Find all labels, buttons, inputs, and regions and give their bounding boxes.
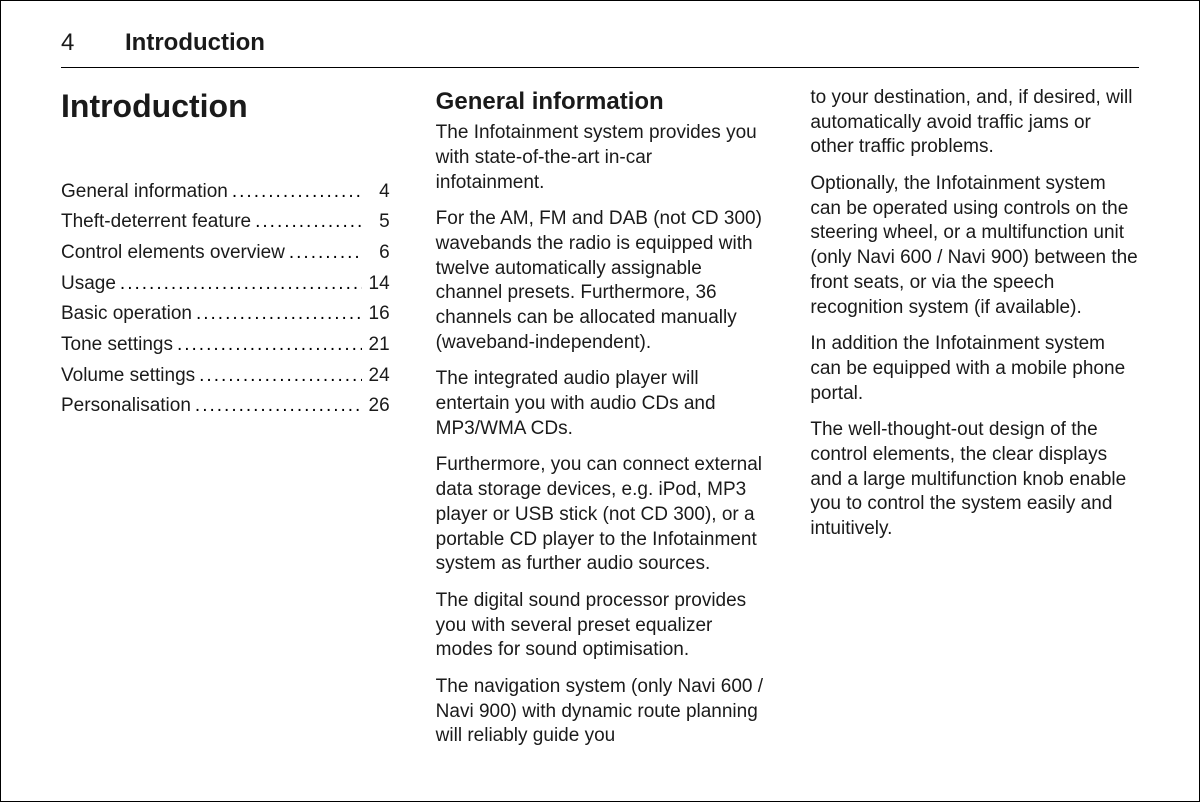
body-paragraph: The digital sound processor provides you… xyxy=(436,589,765,663)
toc-row: Personalisation 26 xyxy=(61,394,390,419)
body-paragraph: The navigation system (only Navi 600 / N… xyxy=(436,675,765,749)
toc-label: Tone settings xyxy=(61,333,173,358)
body-paragraph: The Infotainment system provides you wit… xyxy=(436,121,765,195)
toc-row: Usage 14 xyxy=(61,272,390,297)
page-header: 4 Introduction xyxy=(61,29,1139,57)
body-paragraph: Optionally, the Infotainment system can … xyxy=(810,172,1139,320)
toc-row: General information 4 xyxy=(61,180,390,205)
toc-label: Usage xyxy=(61,272,116,297)
toc-label: Control elements overview xyxy=(61,241,285,266)
toc-page: 14 xyxy=(366,272,390,297)
toc-page: 4 xyxy=(366,180,390,205)
toc-leader-dots xyxy=(177,333,362,358)
toc-row: Basic operation 16 xyxy=(61,302,390,327)
toc-page: 26 xyxy=(366,394,390,419)
body-paragraph: The integrated audio player will enterta… xyxy=(436,367,765,441)
running-title: Introduction xyxy=(125,29,265,57)
chapter-title: Introduction xyxy=(61,86,390,128)
toc-page: 21 xyxy=(366,333,390,358)
page-columns: Introduction General information 4 Theft… xyxy=(61,86,1139,761)
header-rule xyxy=(61,67,1139,68)
column-2: General information The Infotainment sys… xyxy=(436,86,765,761)
toc-page: 16 xyxy=(366,302,390,327)
toc-row: Control elements overview 6 xyxy=(61,241,390,266)
toc-row: Tone settings 21 xyxy=(61,333,390,358)
body-paragraph: In addition the Infotainment system can … xyxy=(810,332,1139,406)
section-title: General information xyxy=(436,86,765,117)
toc-label: Basic operation xyxy=(61,302,192,327)
toc-label: Volume settings xyxy=(61,364,195,389)
toc-leader-dots xyxy=(195,394,362,419)
toc-page: 24 xyxy=(366,364,390,389)
toc-leader-dots xyxy=(232,180,362,205)
body-paragraph: The well-thought-out design of the contr… xyxy=(810,418,1139,541)
toc-leader-dots xyxy=(289,241,362,266)
toc-leader-dots xyxy=(196,302,362,327)
body-paragraph: Furthermore, you can connect external da… xyxy=(436,453,765,576)
column-3: to your destination, and, if desired, wi… xyxy=(810,86,1139,761)
body-paragraph: to your destination, and, if desired, wi… xyxy=(810,86,1139,160)
toc-page: 6 xyxy=(366,241,390,266)
manual-page: 4 Introduction Introduction General info… xyxy=(0,0,1200,802)
toc-row: Theft-deterrent feature 5 xyxy=(61,210,390,235)
toc-label: Personalisation xyxy=(61,394,191,419)
page-number: 4 xyxy=(61,29,125,57)
table-of-contents: General information 4 Theft-deterrent fe… xyxy=(61,180,390,420)
toc-row: Volume settings 24 xyxy=(61,364,390,389)
toc-page: 5 xyxy=(366,210,390,235)
toc-leader-dots xyxy=(120,272,362,297)
column-1: Introduction General information 4 Theft… xyxy=(61,86,390,761)
toc-leader-dots xyxy=(255,210,362,235)
toc-label: Theft-deterrent feature xyxy=(61,210,251,235)
toc-leader-dots xyxy=(199,364,362,389)
body-paragraph: For the AM, FM and DAB (not CD 300) wave… xyxy=(436,207,765,355)
toc-label: General information xyxy=(61,180,228,205)
